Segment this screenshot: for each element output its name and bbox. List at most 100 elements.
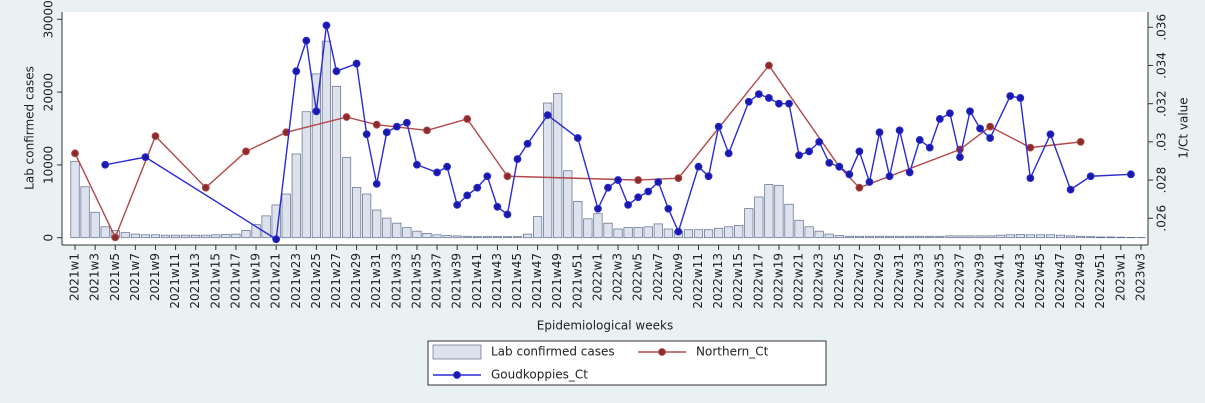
bar [311,73,321,239]
bar [794,219,804,239]
marker [543,111,552,120]
bar [482,236,492,239]
bar [432,234,442,239]
bar [874,235,885,239]
x-tick-label: 2021w13 [188,253,202,309]
bar [241,230,251,239]
x-tick-label: 2022w5 [631,253,645,301]
marker [473,183,482,192]
bar [291,153,301,239]
bar [784,203,794,239]
y2-tick-label: .032 [1155,90,1169,117]
marker [352,59,361,68]
marker [714,122,723,131]
bar [804,226,814,239]
y2-tick-label: .028 [1155,167,1169,194]
marker [935,115,944,123]
bar [261,215,271,239]
marker [433,168,441,177]
marker [302,36,311,45]
x-tick-label: 2023w1 [1113,253,1127,301]
marker [342,113,351,121]
x-tick-label: 2022w47 [1053,253,1067,309]
bar [171,234,181,239]
x-tick-label: 2021w11 [168,253,182,309]
x-tick-label: 2022w31 [892,253,906,309]
x-axis-title: Epidemiological weeks [537,319,673,333]
x-tick-label: 2022w9 [671,253,685,301]
bar [1005,234,1015,239]
legend-marker [453,371,461,379]
marker [895,126,904,135]
marker [1076,137,1085,146]
marker [272,235,281,244]
y-axis-title: Lab confirmed cases [23,66,37,190]
marker [1026,143,1035,152]
bar [734,224,744,239]
bar [573,200,583,239]
bar [844,235,854,239]
x-tick-label: 2021w51 [570,253,584,309]
bar [80,186,90,239]
x-tick-label: 2021w33 [389,253,403,309]
bar [120,232,130,239]
marker [744,97,753,106]
x-tick-label: 2021w23 [289,253,303,309]
bar [895,235,905,239]
marker [312,107,321,116]
marker [795,151,803,160]
legend-swatch [432,344,482,360]
marker [855,183,864,192]
marker [855,147,864,156]
bar [613,228,623,239]
bar [693,229,704,239]
bar [1066,235,1076,239]
bar [90,211,100,239]
x-tick-label: 2022w21 [792,253,806,309]
bar [1106,236,1116,239]
bar [1035,234,1045,239]
bar [231,233,241,239]
x-tick-label: 2021w27 [329,253,343,309]
marker [463,115,472,123]
y-tick-label: 20000 [42,73,56,111]
x-tick-label: 2022w27 [852,253,866,309]
marker [875,128,884,137]
x-tick-label: 2021w9 [148,253,162,301]
line [74,64,1081,240]
x-tick-label: 2021w43 [490,253,504,309]
x-tick-label: 2022w35 [932,253,946,309]
bar [633,227,643,239]
marker [604,183,612,192]
marker [1026,174,1035,183]
x-tick-label: 2022w3 [611,253,625,301]
marker [503,172,512,181]
bar [533,216,543,239]
marker [413,160,421,169]
plot-area [62,12,1148,245]
marker [201,183,210,192]
bar [160,234,171,239]
marker [966,107,974,116]
marker [644,187,653,196]
marker [835,162,844,171]
marker [976,124,984,133]
marker [332,67,341,76]
marker [523,139,532,148]
bar [995,234,1005,239]
bar [834,235,844,239]
legend-label: Northern_Ct [696,345,769,359]
y-tick-label: 0 [42,234,56,242]
bar [211,234,221,239]
bar [985,235,995,239]
bar [502,236,513,239]
bar [884,235,895,239]
bar [70,160,80,239]
marker [503,210,512,219]
marker [815,137,824,146]
bar [563,170,573,239]
bar [372,209,382,239]
bar [130,233,140,239]
bar [382,217,392,239]
